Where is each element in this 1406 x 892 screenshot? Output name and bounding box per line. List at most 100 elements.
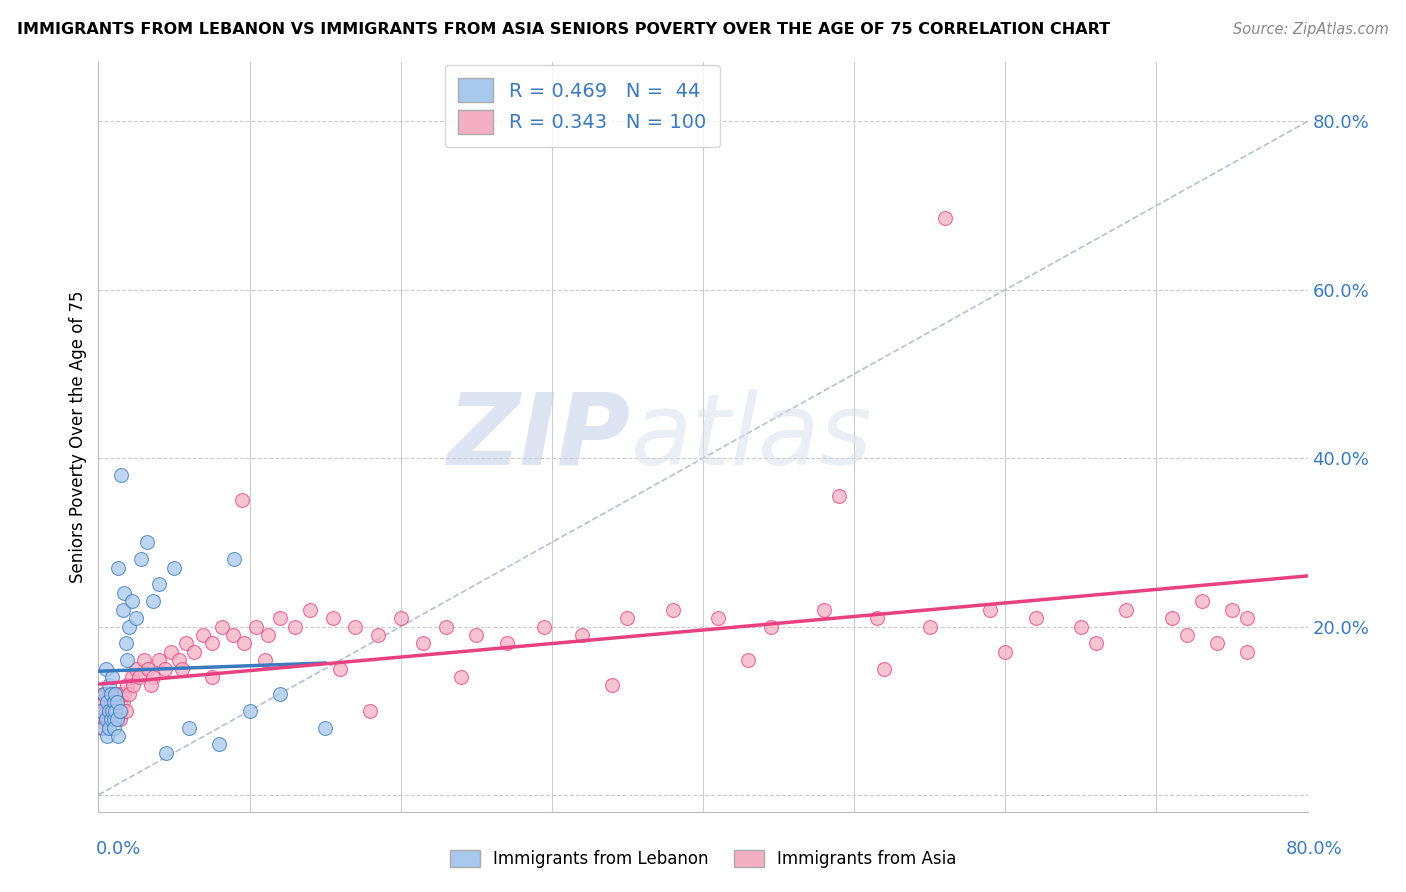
Point <box>90 704 112 718</box>
Point <box>873 662 896 676</box>
Text: atlas: atlas <box>630 389 872 485</box>
Point <box>1115 602 1137 616</box>
Point <box>114 704 136 718</box>
Point <box>208 737 231 751</box>
Point <box>269 687 291 701</box>
Point <box>495 636 517 650</box>
Point <box>98 704 121 718</box>
Point <box>1085 636 1108 650</box>
Point <box>114 636 136 650</box>
Point <box>103 695 125 709</box>
Point <box>239 704 262 718</box>
Point <box>211 619 233 633</box>
Point <box>103 695 125 709</box>
Point <box>1220 602 1243 616</box>
Point <box>98 704 121 718</box>
Point <box>360 704 382 718</box>
Point <box>813 602 835 616</box>
Point <box>105 695 128 709</box>
Point <box>103 704 125 718</box>
Point <box>434 619 457 633</box>
Point <box>232 636 254 650</box>
Point <box>118 687 141 701</box>
Point <box>284 619 307 633</box>
Point <box>934 211 956 226</box>
Point <box>245 619 267 633</box>
Point <box>1236 645 1258 659</box>
Point <box>115 653 138 667</box>
Point <box>533 619 555 633</box>
Point <box>104 687 127 701</box>
Point <box>1191 594 1213 608</box>
Point <box>91 687 114 701</box>
Point <box>112 687 135 701</box>
Point <box>118 619 141 633</box>
Point <box>100 687 122 701</box>
Point <box>94 712 117 726</box>
Point <box>121 594 143 608</box>
Point <box>329 662 352 676</box>
Text: Source: ZipAtlas.com: Source: ZipAtlas.com <box>1233 22 1389 37</box>
Point <box>148 577 170 591</box>
Point <box>269 611 291 625</box>
Point <box>918 619 941 633</box>
Text: 0.0%: 0.0% <box>96 840 141 858</box>
Point <box>191 628 214 642</box>
Point <box>110 687 132 701</box>
Point <box>201 636 224 650</box>
Point <box>253 653 276 667</box>
Point <box>179 721 201 735</box>
Point <box>737 653 759 667</box>
Text: 80.0%: 80.0% <box>1286 840 1343 858</box>
Point <box>707 611 730 625</box>
Point <box>389 611 412 625</box>
Point <box>224 552 246 566</box>
Point <box>412 636 434 650</box>
Point <box>1236 611 1258 625</box>
Point <box>450 670 472 684</box>
Point <box>155 746 177 760</box>
Point <box>115 678 138 692</box>
Point <box>103 721 125 735</box>
Point <box>141 678 163 692</box>
Legend: R = 0.469   N =  44, R = 0.343   N = 100: R = 0.469 N = 44, R = 0.343 N = 100 <box>444 64 720 147</box>
Point <box>90 721 112 735</box>
Point <box>108 695 131 709</box>
Point <box>101 704 124 718</box>
Y-axis label: Seniors Poverty Over the Age of 75: Seniors Poverty Over the Age of 75 <box>69 291 87 583</box>
Point <box>128 670 150 684</box>
Point <box>90 704 112 718</box>
Point <box>100 712 122 726</box>
Point <box>107 729 129 743</box>
Point <box>170 662 193 676</box>
Point <box>98 721 121 735</box>
Point <box>98 687 121 701</box>
Point <box>98 678 121 692</box>
Point <box>110 467 132 482</box>
Point <box>100 712 122 726</box>
Point <box>142 594 165 608</box>
Point <box>91 704 114 718</box>
Point <box>101 704 124 718</box>
Point <box>104 704 127 718</box>
Point <box>94 687 117 701</box>
Point <box>105 712 128 726</box>
Text: ZIP: ZIP <box>447 389 630 485</box>
Point <box>299 602 322 616</box>
Point <box>94 662 117 676</box>
Point <box>322 611 344 625</box>
Point <box>1070 619 1092 633</box>
Point <box>100 695 122 709</box>
Point <box>465 628 488 642</box>
Point <box>222 628 245 642</box>
Point <box>98 721 121 735</box>
Point <box>1024 611 1046 625</box>
Point <box>231 493 253 508</box>
Point <box>107 560 129 574</box>
Point <box>163 560 186 574</box>
Point <box>111 602 134 616</box>
Point <box>167 653 190 667</box>
Point <box>994 645 1017 659</box>
Point <box>108 704 131 718</box>
Point <box>93 695 115 709</box>
